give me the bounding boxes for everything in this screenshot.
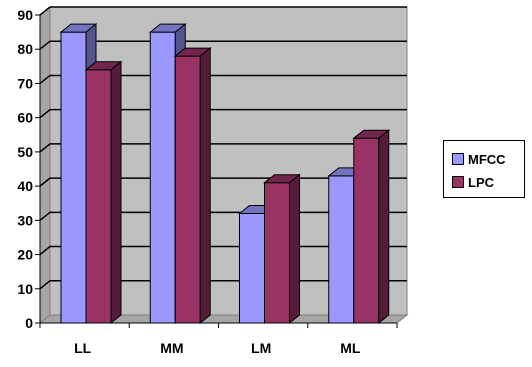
bar-side-lpc-ll xyxy=(110,60,122,325)
bar-side-lpc-ml xyxy=(378,129,390,325)
gridline xyxy=(39,6,407,16)
legend-label-lpc: LPC xyxy=(468,174,494,190)
y-tick-label: 0 xyxy=(25,315,33,331)
y-tick-label: 50 xyxy=(17,144,33,160)
y-tick-label: 90 xyxy=(17,7,33,23)
legend-label-mfcc: MFCC xyxy=(468,151,506,167)
legend-item-lpc: LPC xyxy=(452,173,494,191)
bar-mfcc-ml xyxy=(328,175,355,324)
bar-lpc-ll xyxy=(85,69,112,324)
y-tick-label: 30 xyxy=(17,212,33,228)
x-tick-label: LM xyxy=(251,340,271,356)
y-tick-label: 10 xyxy=(17,281,33,297)
y-tick-label: 80 xyxy=(17,41,33,57)
bar-mfcc-ll xyxy=(60,31,87,324)
y-tick-label: 60 xyxy=(17,110,33,126)
gridline xyxy=(39,108,407,119)
bar-lpc-ml xyxy=(353,137,380,324)
y-tick-label: 40 xyxy=(17,178,33,194)
legend-swatch-lpc xyxy=(452,176,464,188)
x-tick-label: MM xyxy=(160,340,183,356)
gridline xyxy=(39,40,407,50)
plot-side-wall xyxy=(39,5,51,325)
y-tick-label: 20 xyxy=(17,247,33,263)
y-tick-label: 70 xyxy=(17,75,33,91)
legend-swatch-mfcc xyxy=(452,153,464,165)
bar-mfcc-lm xyxy=(239,212,265,324)
bar-lpc-mm xyxy=(174,55,201,324)
bar-side-lpc-mm xyxy=(199,47,211,325)
bar-side-lpc-lm xyxy=(289,173,300,325)
legend-item-mfcc: MFCC xyxy=(452,150,506,168)
x-tick-label: LL xyxy=(74,340,92,356)
gridline xyxy=(39,74,407,85)
legend: MFCC LPC xyxy=(443,140,525,198)
gridline xyxy=(39,143,407,153)
x-tick-label: ML xyxy=(340,340,361,356)
bar-mfcc-mm xyxy=(149,31,176,324)
bar-lpc-lm xyxy=(264,182,290,324)
